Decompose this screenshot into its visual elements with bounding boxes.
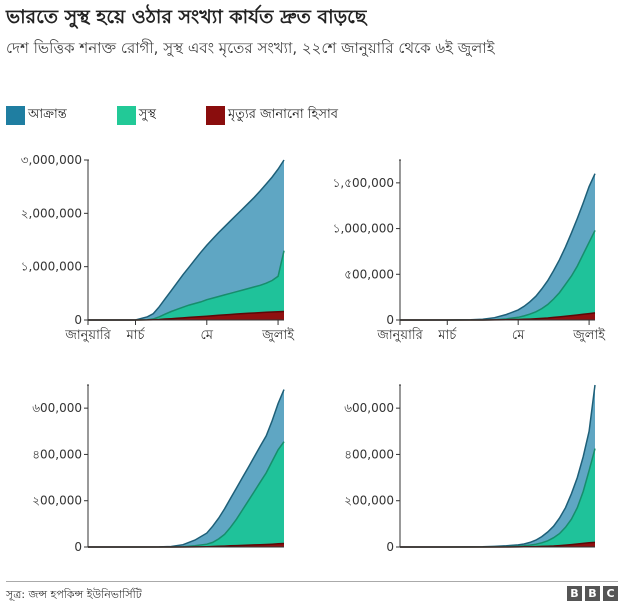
bbc-logo: B B C <box>564 586 618 601</box>
y-tick-label: ১,000,000 <box>333 222 394 236</box>
area-confirmed <box>88 160 284 320</box>
chart-panel-1: 0 ১,000,000 ২,000,000 ৩,000,000 জানুয়ারি মার… <box>21 153 295 343</box>
legend-label-recovered: সুস্থ <box>138 106 156 122</box>
y-tick-label: ২00,000 <box>32 494 82 508</box>
bbc-logo-letter: C <box>603 586 618 601</box>
x-tick-label: জুলাই <box>572 327 606 343</box>
area-recovered <box>88 441 284 547</box>
legend-swatch-deaths <box>205 105 225 125</box>
area-deaths <box>88 311 284 320</box>
y-tick-label: ৪00,000 <box>344 447 394 461</box>
legend-swatch-confirmed <box>6 105 25 125</box>
chart-panel-2: 0 ৫00,000 ১,000,000 ১,৫00,000 জানুয়ারি মার্চ… <box>333 159 606 343</box>
chart-panel-3: 0 ২00,000 ৪00,000 ৬00,000 <box>32 384 285 554</box>
area-recovered <box>400 448 595 547</box>
legend-item-deaths: মৃত্যুর জানানো হিসাব <box>205 105 338 126</box>
source-note: সূত্র: জন্স হপকিন্স ইউনিভার্সিটি <box>6 588 142 601</box>
chart-title: ভারতে সুস্থ হয়ে ওঠার সংখ্যা কার্যত দ্রু… <box>6 6 367 28</box>
bbc-logo-letter: B <box>567 586 582 601</box>
footer-divider <box>6 581 618 582</box>
y-tick-label: ৫00,000 <box>344 267 394 281</box>
x-tick-label: মার্চ <box>126 327 146 343</box>
x-tick-label: মার্চ <box>437 327 457 343</box>
x-tick-label: মে <box>201 328 214 343</box>
y-tick-label: ২00,000 <box>344 494 394 508</box>
y-tick-label: ২,000,000 <box>21 206 82 220</box>
legend-label-deaths: মৃত্যুর জানানো হিসাব <box>227 106 338 122</box>
y-tick-label: 0 <box>386 313 394 327</box>
x-tick-label: জানুয়ারি <box>376 327 423 343</box>
y-tick-label: ৬00,000 <box>344 401 394 415</box>
x-tick-label: জানুয়ারি <box>64 327 111 343</box>
area-confirmed <box>400 385 595 547</box>
x-tick-label: জুলাই <box>261 327 295 343</box>
area-confirmed <box>88 389 284 547</box>
y-tick-label: ৪00,000 <box>32 447 82 461</box>
bbc-logo-letter: B <box>585 586 600 601</box>
legend-item-recovered: সুস্থ <box>116 105 156 126</box>
x-tick-label: মে <box>512 328 525 343</box>
y-tick-label: 0 <box>386 540 394 554</box>
area-recovered <box>88 250 284 320</box>
y-tick-label: ১,000,000 <box>21 260 82 274</box>
y-tick-label: ৬00,000 <box>32 401 82 415</box>
chart-subtitle: দেশ ভিত্তিক শনাক্ত রোগী, সুস্থ এবং মৃতের… <box>6 39 495 57</box>
charts-area: 0 ১,000,000 ২,000,000 ৩,000,000 জানুয়ারি মার… <box>21 153 606 554</box>
legend-label-confirmed: আক্রান্ত <box>28 106 67 122</box>
y-tick-label: ১,৫00,000 <box>333 176 394 190</box>
y-tick-label: 0 <box>74 313 82 327</box>
line-confirmed <box>88 159 285 321</box>
legend-swatch-recovered <box>116 105 136 125</box>
y-tick-label: 0 <box>74 540 82 554</box>
y-tick-label: ৩,000,000 <box>21 153 82 167</box>
line-confirmed <box>400 173 596 321</box>
legend-item-confirmed: আক্রান্ত <box>6 105 67 126</box>
area-recovered <box>400 230 595 320</box>
legend: আক্রান্ত সুস্থ মৃত্যুর জানানো হিসাব <box>6 104 388 126</box>
chart-panel-4: 0 ২00,000 ৪00,000 ৬00,000 <box>344 384 596 554</box>
